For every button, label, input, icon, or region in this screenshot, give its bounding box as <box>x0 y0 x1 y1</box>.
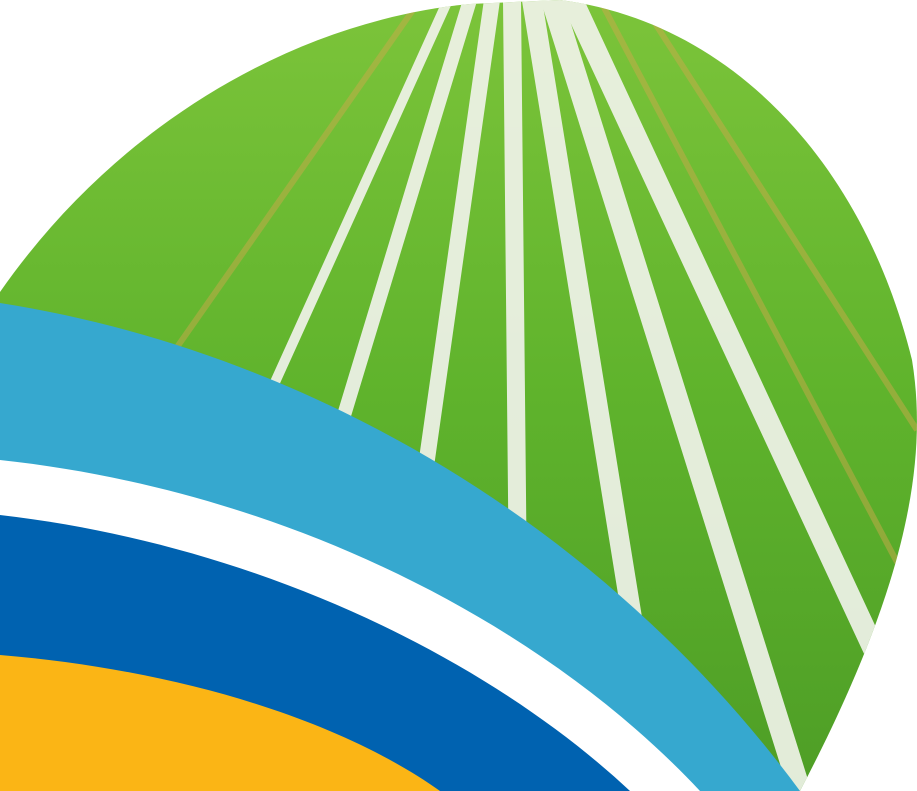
yellow-band <box>0 655 440 791</box>
